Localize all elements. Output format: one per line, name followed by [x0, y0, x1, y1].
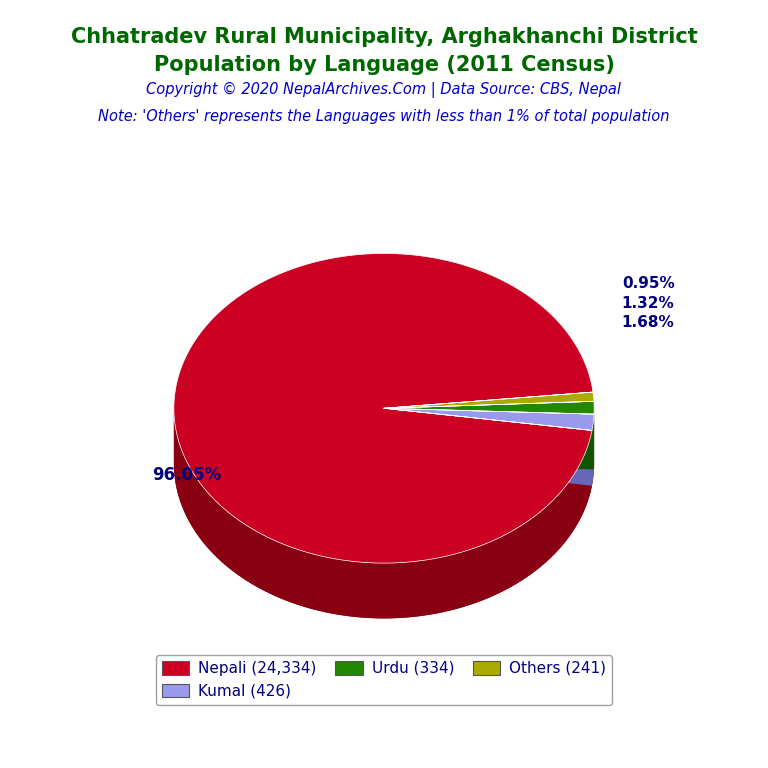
- Polygon shape: [384, 402, 594, 414]
- Text: Note: 'Others' represents the Languages with less than 1% of total population: Note: 'Others' represents the Languages …: [98, 109, 670, 124]
- Polygon shape: [592, 414, 594, 485]
- Polygon shape: [384, 409, 594, 430]
- Polygon shape: [384, 409, 594, 469]
- Polygon shape: [174, 253, 593, 563]
- Text: Population by Language (2011 Census): Population by Language (2011 Census): [154, 55, 614, 75]
- Polygon shape: [384, 409, 592, 485]
- Polygon shape: [174, 410, 592, 618]
- Polygon shape: [174, 409, 594, 618]
- Text: Chhatradev Rural Municipality, Arghakhanchi District: Chhatradev Rural Municipality, Arghakhan…: [71, 27, 697, 47]
- Text: 0.95%: 0.95%: [622, 276, 674, 291]
- Polygon shape: [384, 409, 594, 469]
- Polygon shape: [384, 392, 594, 409]
- Text: 1.32%: 1.32%: [622, 296, 674, 311]
- Text: 1.68%: 1.68%: [622, 315, 674, 330]
- Text: Copyright © 2020 NepalArchives.Com | Data Source: CBS, Nepal: Copyright © 2020 NepalArchives.Com | Dat…: [147, 82, 621, 98]
- Text: 96.05%: 96.05%: [152, 465, 221, 484]
- Polygon shape: [384, 409, 592, 485]
- Legend: Nepali (24,334), Kumal (426), Urdu (334), Others (241): Nepali (24,334), Kumal (426), Urdu (334)…: [156, 655, 612, 705]
